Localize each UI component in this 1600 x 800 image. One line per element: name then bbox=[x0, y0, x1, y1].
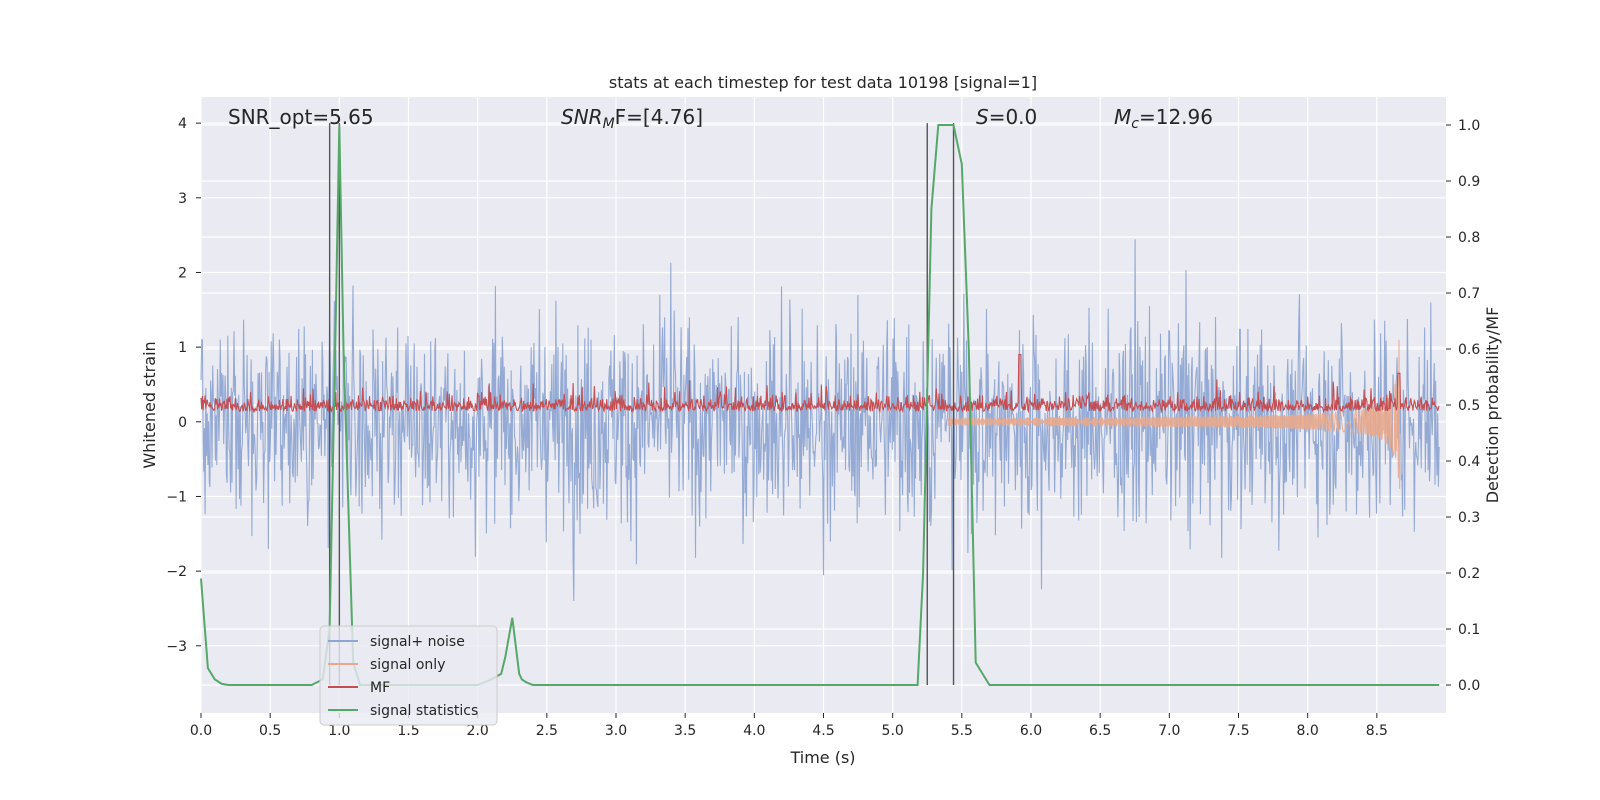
annotation-mc-label: M bbox=[1114, 105, 1131, 129]
annotation-mc-sub: c bbox=[1131, 116, 1139, 132]
y-right-axis-title: Detection probability/MF bbox=[1483, 307, 1502, 504]
y-tick-label: 1 bbox=[178, 340, 187, 356]
annotation-mc: Mc=12.96 bbox=[1114, 105, 1213, 132]
data-layer bbox=[200, 123, 1440, 686]
legend-label-signal-statistics: signal statistics bbox=[370, 703, 478, 719]
annotation-mc-value: =12.96 bbox=[1139, 105, 1213, 129]
annotation-s-value: =0.0 bbox=[989, 105, 1038, 129]
legend-box bbox=[319, 625, 498, 726]
x-tick-label: 7.5 bbox=[1227, 723, 1249, 739]
y-right-tick-label: 0.9 bbox=[1458, 174, 1480, 190]
y-right-tick-label: 1.0 bbox=[1458, 118, 1480, 134]
y-right-tick-label: 0.5 bbox=[1458, 398, 1480, 414]
y-right-tick-label: 0.7 bbox=[1458, 286, 1480, 302]
x-tick-label: 2.0 bbox=[467, 723, 489, 739]
y-right-tick-label: 0.8 bbox=[1458, 230, 1480, 246]
signal-only-series bbox=[947, 339, 1401, 490]
signal-statistics-series bbox=[200, 124, 1440, 686]
x-tick-label: 5.5 bbox=[951, 723, 973, 739]
x-tick-label: 7.0 bbox=[1158, 723, 1180, 739]
x-tick-label: 4.5 bbox=[812, 723, 834, 739]
y-tick-label: −3 bbox=[166, 639, 187, 655]
legend-label-signal-noise: signal+ noise bbox=[370, 634, 465, 650]
y-right-tick-label: 0.1 bbox=[1458, 622, 1480, 638]
legend-label-mf: MF bbox=[370, 680, 390, 696]
tick-layer: 0.0 0.5 1.0 1.5 2.0 2.5 3.0 3.5 4.0 4.5 5.0 5.5 6.0 6… bbox=[166, 116, 1480, 739]
y-tick-label: −2 bbox=[166, 564, 187, 580]
x-tick-label: 0.5 bbox=[259, 723, 281, 739]
x-axis-title: Time (s) bbox=[789, 748, 855, 767]
annotation-s: S=0.0 bbox=[976, 105, 1037, 129]
annotation-snr-opt: SNR_opt=5.65 bbox=[228, 105, 374, 129]
x-tick-label: 1.5 bbox=[397, 723, 419, 739]
annotation-snr-mf: SNRMF=[4.76] bbox=[561, 105, 703, 132]
legend: signal+ noise signal only MF signal stat… bbox=[319, 625, 498, 726]
x-tick-label: 0.0 bbox=[190, 723, 212, 739]
signal-noise-series bbox=[200, 239, 1440, 602]
x-tick-label: 8.0 bbox=[1297, 723, 1319, 739]
x-tick-label: 8.5 bbox=[1366, 723, 1388, 739]
x-tick-label: 6.0 bbox=[1020, 723, 1042, 739]
y-right-tick-label: 0.3 bbox=[1458, 510, 1480, 526]
x-tick-label: 3.5 bbox=[674, 723, 696, 739]
y-right-tick-label: 0.4 bbox=[1458, 454, 1480, 470]
y-right-tick-label: 0.6 bbox=[1458, 342, 1480, 358]
y-tick-label: −1 bbox=[166, 489, 187, 505]
y-right-tick-label: 0.0 bbox=[1458, 678, 1480, 694]
y-axis-title: Whitened strain bbox=[140, 341, 159, 468]
signal-statistics-line bbox=[200, 124, 1440, 686]
x-tick-label: 4.0 bbox=[743, 723, 765, 739]
mf-line bbox=[200, 354, 1440, 414]
annotation-snr-mf-suffix: F=[4.76] bbox=[615, 105, 703, 129]
annotation-snr-mf-sub: M bbox=[603, 116, 615, 132]
x-tick-label: 3.0 bbox=[605, 723, 627, 739]
y-right-tick-label: 0.2 bbox=[1458, 566, 1480, 582]
y-tick-label: 2 bbox=[178, 265, 187, 281]
annotation-s-label: S bbox=[976, 105, 989, 129]
signal-only-line bbox=[947, 339, 1401, 490]
x-tick-label: 5.0 bbox=[882, 723, 904, 739]
y-tick-label: 0 bbox=[178, 415, 187, 431]
annotation-snr-mf-prefix: SNR bbox=[561, 105, 603, 129]
signal-noise-line bbox=[200, 239, 1440, 602]
x-tick-label: 6.5 bbox=[1089, 723, 1111, 739]
y-tick-label: 4 bbox=[178, 116, 187, 132]
chart-title: stats at each timestep for test data 101… bbox=[609, 73, 1037, 92]
x-tick-label: 2.5 bbox=[536, 723, 558, 739]
mf-series bbox=[200, 354, 1440, 414]
x-tick-label: 1.0 bbox=[328, 723, 350, 739]
y-tick-label: 3 bbox=[178, 191, 187, 207]
legend-label-signal-only: signal only bbox=[370, 657, 445, 673]
